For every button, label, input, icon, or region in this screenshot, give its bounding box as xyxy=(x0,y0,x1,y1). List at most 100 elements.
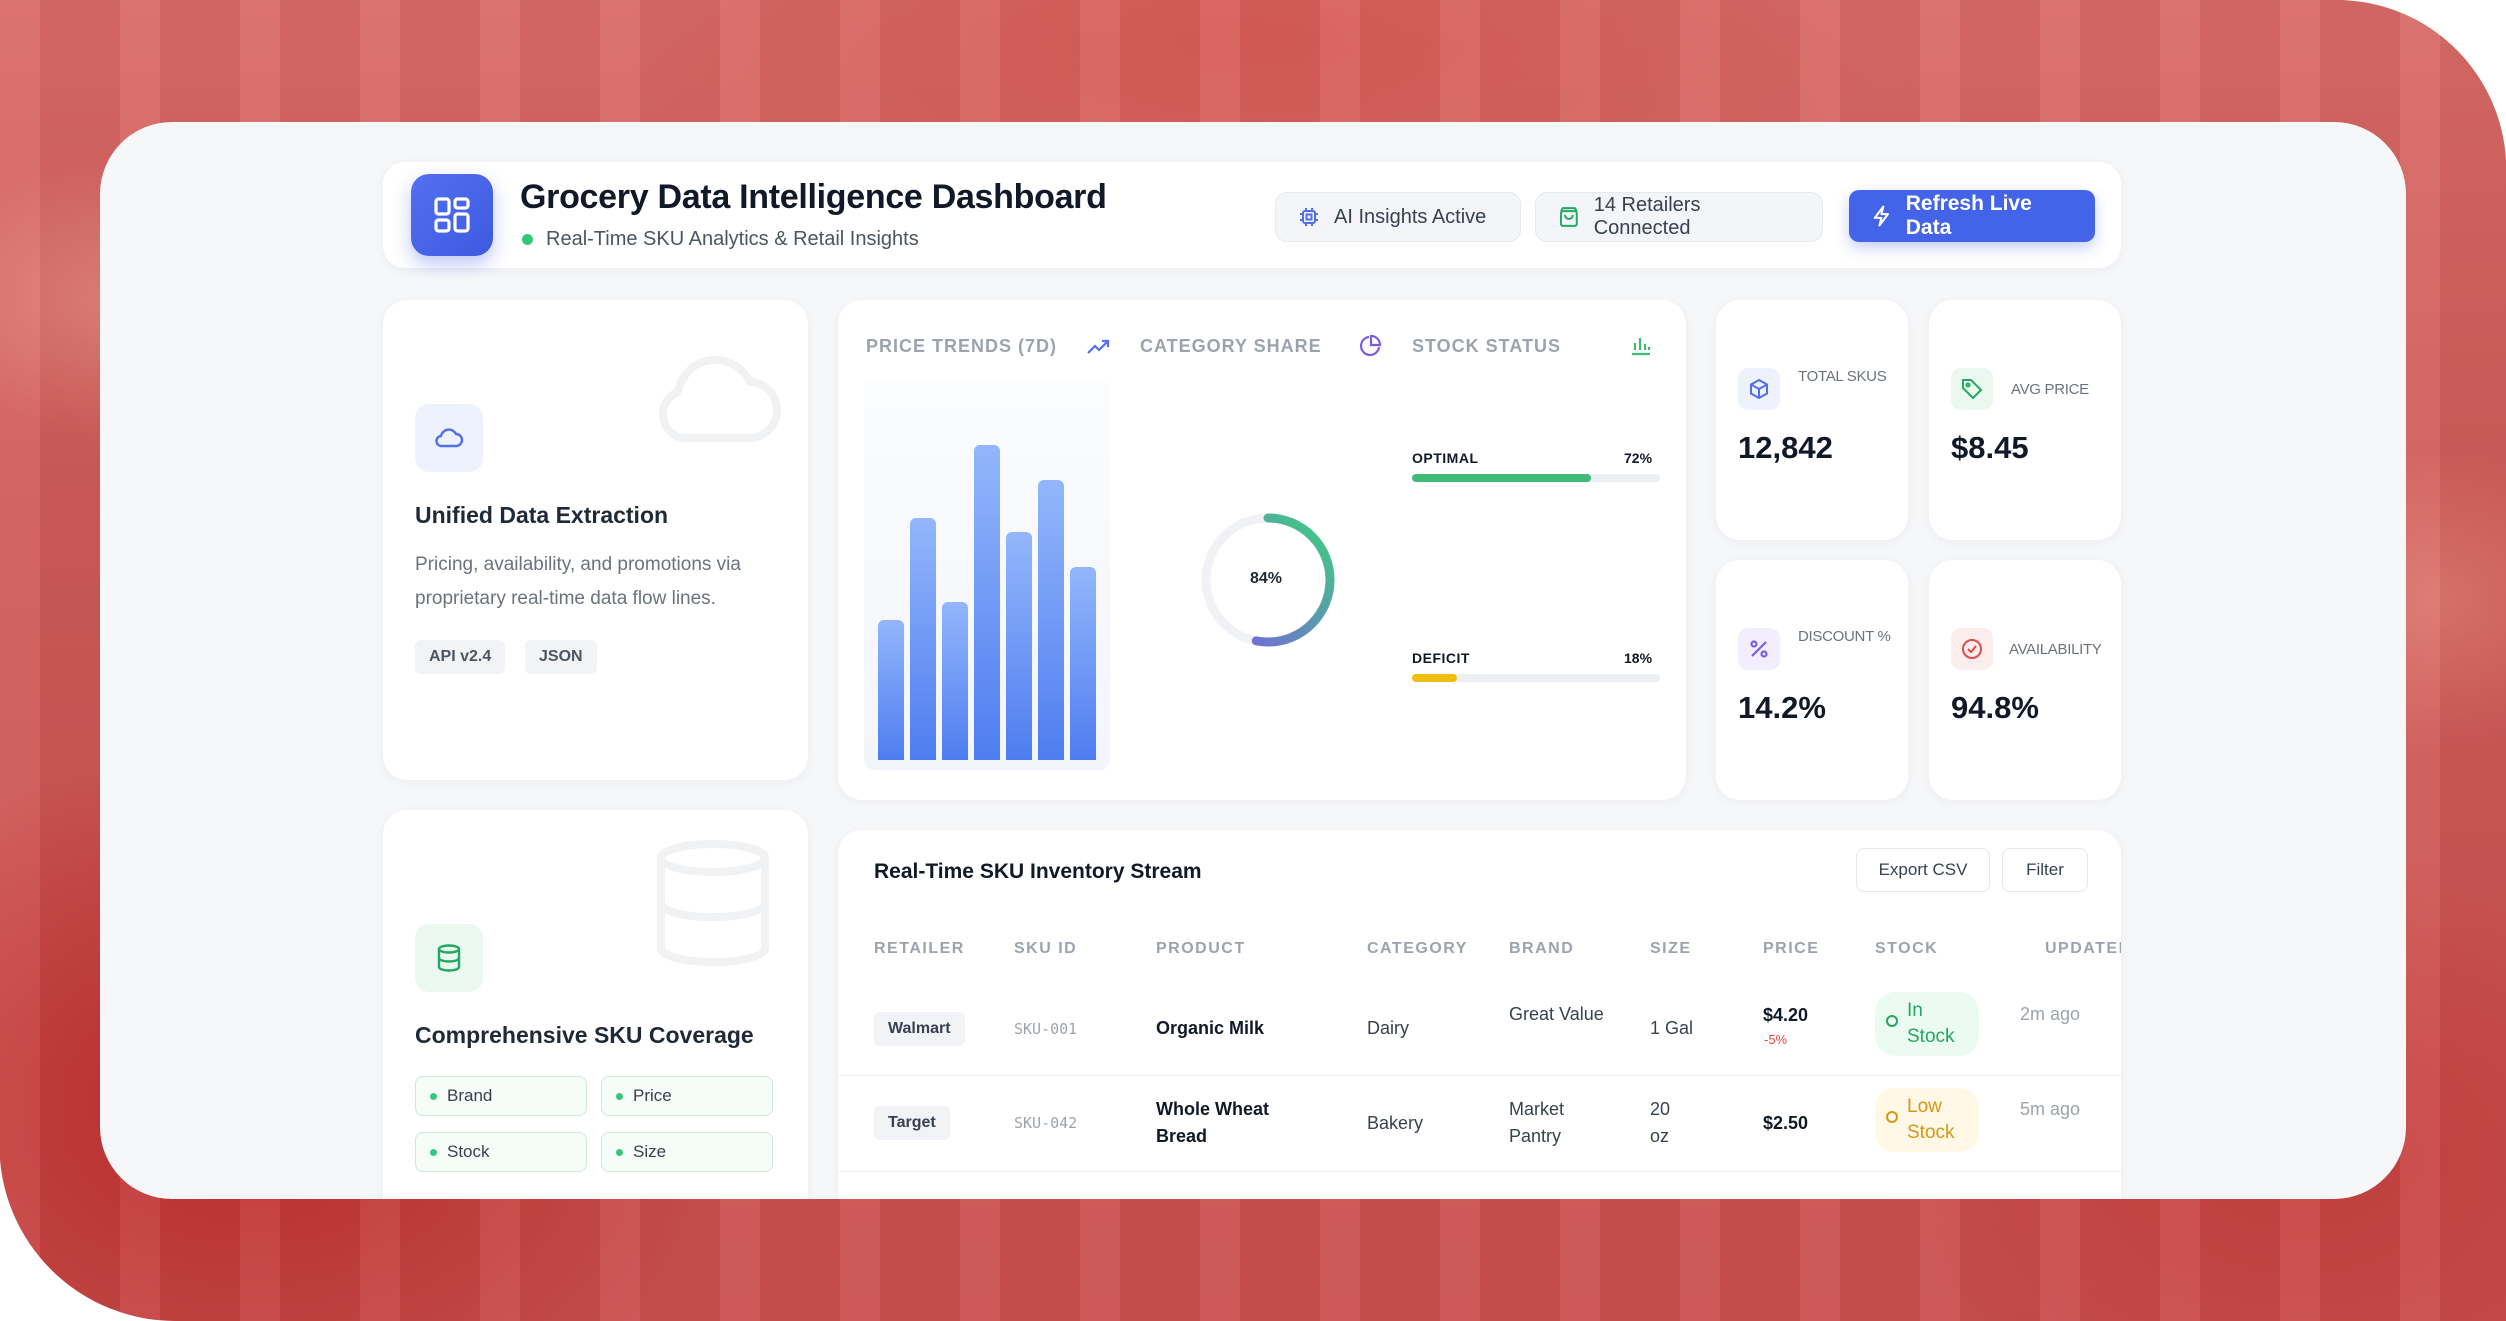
table-row[interactable] xyxy=(838,1172,2121,1199)
stock-badge: Low Stock xyxy=(1875,1088,1979,1152)
size: 20 oz xyxy=(1650,1099,1671,1146)
ai-insights-status[interactable]: AI Insights Active xyxy=(1275,192,1521,242)
brand: Market Pantry xyxy=(1509,1099,1565,1146)
page-title: Grocery Data Intelligence Dashboard xyxy=(520,178,1107,216)
cube-icon xyxy=(1738,368,1780,410)
header-bar: Grocery Data Intelligence Dashboard Real… xyxy=(383,162,2121,268)
stock-badge: In Stock xyxy=(1875,992,1979,1056)
retailers-label: 14 Retailers Connected xyxy=(1593,194,1701,239)
price-trend-bar xyxy=(878,620,904,760)
tag-icon xyxy=(1951,368,1993,410)
column-header-updated[interactable]: UPDATED xyxy=(2045,940,2121,957)
brand: Great Value xyxy=(1509,1004,1604,1024)
api-version-tag: API v2.4 xyxy=(415,640,506,674)
product-name: Whole Wheat Bread xyxy=(1156,1099,1269,1146)
kpi-value: 14.2% xyxy=(1738,690,1826,725)
database-icon xyxy=(415,924,483,992)
table-row[interactable]: Walmart SKU-001 Organic Milk Dairy Great… xyxy=(838,980,2121,1076)
database-watermark-icon xyxy=(657,840,769,967)
kpi-label: TOTAL SKUS xyxy=(1798,368,1887,385)
price-trend-bar xyxy=(942,602,968,760)
price-trends-chart xyxy=(864,380,1110,770)
category-share-value: 84% xyxy=(1250,570,1283,587)
coverage-chip-stock: Stock xyxy=(415,1132,587,1172)
price-trend-bar xyxy=(974,445,1000,760)
category-share-heading: CATEGORY SHARE xyxy=(1140,336,1322,356)
table-row[interactable]: Target Whole Wheat Bread SKU-042 Bakery … xyxy=(838,1076,2121,1172)
shopping-bag-icon xyxy=(1559,207,1578,227)
stock-status-icon xyxy=(1886,1015,1898,1027)
lightning-icon xyxy=(1873,205,1890,227)
column-header-size[interactable]: SIZE xyxy=(1650,940,1692,957)
updated-time: 5m ago xyxy=(2019,1099,2080,1119)
kpi-value: $8.45 xyxy=(1951,430,2029,465)
deficit-value: 18% xyxy=(1624,650,1653,666)
optimal-fill xyxy=(1412,474,1591,482)
price-trend-bar xyxy=(910,518,936,760)
dashboard-window: Grocery Data Intelligence Dashboard Real… xyxy=(100,122,2406,1199)
price: $4.20 xyxy=(1763,1005,1809,1025)
price-change: -5% xyxy=(1764,1032,1788,1047)
kpi-value: 94.8% xyxy=(1951,690,2039,725)
check-circle-icon xyxy=(1951,628,1993,670)
inventory-table-panel: Real-Time SKU Inventory Stream Export CS… xyxy=(838,830,2121,1199)
format-tag: JSON xyxy=(525,640,597,674)
product-name: Organic Milk xyxy=(1156,1018,1265,1038)
price-trend-bar xyxy=(1070,567,1096,760)
feature-title: Comprehensive SKU Coverage xyxy=(415,1022,754,1048)
analytics-panel: PRICE TRENDS (7D) CATEGORY SHARE STOCK S… xyxy=(838,300,1686,800)
live-status-dot xyxy=(522,234,533,245)
column-header-category[interactable]: CATEGORY xyxy=(1367,940,1468,957)
kpi-total-skus: TOTAL SKUS 12,842 xyxy=(1716,300,1908,540)
price-trends-heading: PRICE TRENDS (7D) xyxy=(866,336,1058,356)
donut-arc xyxy=(1201,513,1335,647)
page-subtitle: Real-Time SKU Analytics & Retail Insight… xyxy=(546,228,919,250)
feature-title: Unified Data Extraction xyxy=(415,502,669,528)
pie-chart-icon xyxy=(1360,334,1382,356)
feature-description: Pricing, availability, and promotions vi… xyxy=(415,554,741,609)
refresh-label: Refresh Live Data xyxy=(1905,192,2032,239)
kpi-label: AVAILABILITY xyxy=(2009,641,2102,658)
deficit-fill xyxy=(1412,674,1457,682)
kpi-avg-price: AVG PRICE $8.45 xyxy=(1929,300,2121,540)
column-header-sku-id[interactable]: SKU ID xyxy=(1014,940,1078,957)
optimal-label: OPTIMAL xyxy=(1412,450,1479,466)
dashboard-logo-icon xyxy=(411,174,493,256)
deficit-label: DEFICIT xyxy=(1412,650,1470,666)
kpi-label: DISCOUNT % xyxy=(1798,628,1891,645)
optimal-value: 72% xyxy=(1624,450,1653,466)
column-header-price[interactable]: PRICE xyxy=(1763,940,1820,957)
column-header-brand[interactable]: BRAND xyxy=(1509,940,1575,957)
bar-chart-icon xyxy=(1632,338,1651,356)
refresh-live-data-button[interactable]: Refresh Live Data xyxy=(1849,190,2095,242)
kpi-value: 12,842 xyxy=(1738,430,1833,465)
price: $2.50 xyxy=(1763,1113,1809,1133)
kpi-availability: AVAILABILITY 94.8% xyxy=(1929,560,2121,800)
category: Dairy xyxy=(1367,1018,1410,1038)
ai-insights-label: AI Insights Active xyxy=(1334,205,1487,228)
filter-button[interactable]: Filter xyxy=(2002,848,2088,892)
stock-status-heading: STOCK STATUS xyxy=(1412,336,1562,356)
retailers-status[interactable]: 14 Retailers Connected xyxy=(1535,192,1823,242)
column-header-product[interactable]: PRODUCT xyxy=(1156,940,1246,957)
trending-up-icon xyxy=(1087,339,1110,354)
sku-coverage-card: Comprehensive SKU Coverage Brand Price S… xyxy=(383,810,808,1199)
coverage-chip-price: Price xyxy=(601,1076,773,1116)
column-header-retailer[interactable]: RETAILER xyxy=(874,940,965,957)
export-csv-button[interactable]: Export CSV xyxy=(1856,848,1990,892)
unified-data-extraction-card: Unified Data Extraction Pricing, availab… xyxy=(383,300,808,780)
percent-icon xyxy=(1738,628,1780,670)
stock-status-icon xyxy=(1886,1111,1898,1123)
price-trend-bar xyxy=(1006,532,1032,760)
coverage-chip-brand: Brand xyxy=(415,1076,587,1116)
sku-id: SKU-001 xyxy=(1014,1020,1078,1038)
cloud-icon xyxy=(415,404,483,472)
sku-id: SKU-042 xyxy=(1014,1114,1078,1132)
column-header-stock[interactable]: STOCK xyxy=(1875,940,1939,957)
retailer-tag: Walmart xyxy=(874,1012,965,1046)
chip-icon xyxy=(1300,208,1318,226)
category-share-donut xyxy=(1201,513,1335,647)
kpi-label: AVG PRICE xyxy=(2011,381,2089,398)
category: Bakery xyxy=(1367,1113,1424,1133)
cloud-watermark-icon xyxy=(658,356,781,443)
